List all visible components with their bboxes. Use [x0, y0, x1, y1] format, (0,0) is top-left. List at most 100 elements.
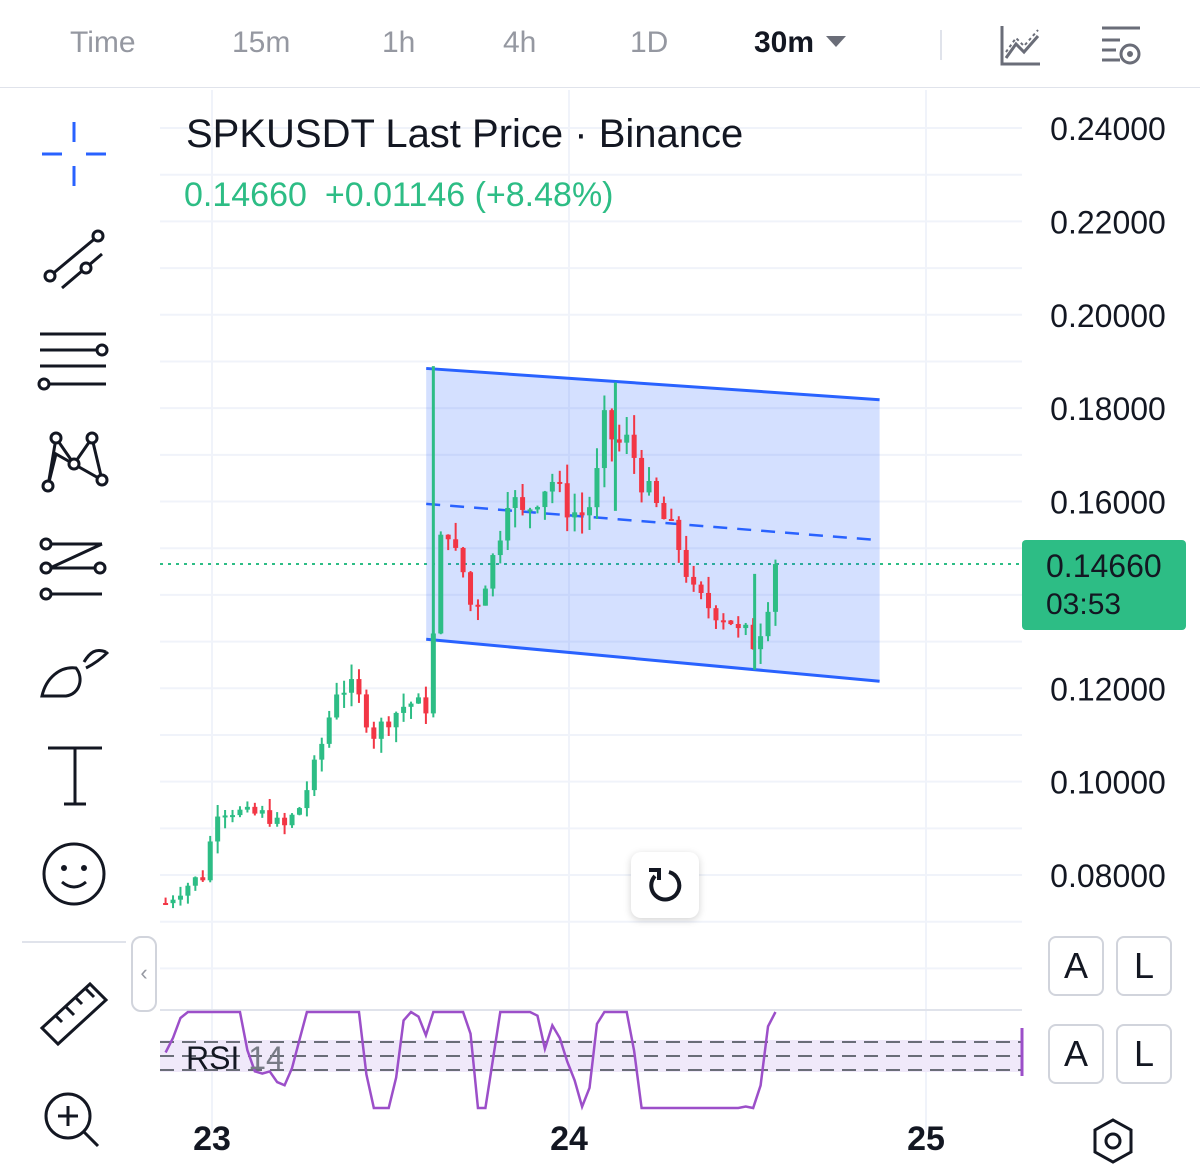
last-price-tag: 0.14660 03:53: [1022, 540, 1186, 630]
candle-body: [215, 816, 221, 842]
channel-upper-line: [426, 366, 880, 402]
time-axis-label: 25: [907, 1120, 945, 1158]
time-axis-label: 23: [193, 1120, 231, 1158]
timeframe-1d[interactable]: 1D: [630, 26, 669, 59]
reset-icon: [649, 868, 682, 902]
candle-body: [631, 434, 637, 458]
candle-body: [304, 790, 310, 809]
brush-icon[interactable]: [36, 638, 112, 714]
collapse-toolbar-button[interactable]: ‹: [131, 936, 157, 1012]
pattern-icon[interactable]: [36, 424, 112, 500]
candle-body: [378, 721, 384, 739]
candle-body: [572, 512, 578, 518]
price-tag-value: 0.14660: [1046, 548, 1162, 584]
horizontal-lines-icon[interactable]: [36, 322, 112, 398]
rsi-legend: RSI 14: [186, 1040, 284, 1077]
auto-scale-button[interactable]: A: [1048, 936, 1104, 996]
text-icon[interactable]: [36, 736, 112, 812]
candle-body: [475, 604, 481, 607]
last-price: 0.14660: [184, 176, 307, 214]
reset-chart-button[interactable]: [631, 852, 699, 918]
price-axis-label: 0.24000: [1050, 111, 1166, 147]
chart-grid: [160, 90, 1022, 1130]
drawing-toolbar: [0, 90, 150, 1176]
timeframe-15m[interactable]: 15m: [232, 26, 291, 59]
candle-body: [691, 576, 697, 585]
candle-body: [356, 679, 362, 695]
rsi-name: RSI: [186, 1040, 240, 1076]
chevron-down-icon: [826, 35, 847, 47]
parallel-channel[interactable]: [426, 366, 880, 683]
time-axis[interactable]: 23 24 25: [193, 1120, 945, 1158]
candle-body: [624, 434, 630, 443]
candle-body: [401, 706, 407, 713]
emoji-icon[interactable]: [36, 836, 112, 912]
candle-body: [207, 841, 213, 881]
candle-body: [676, 519, 682, 550]
candle-body: [177, 895, 183, 900]
timeframe-4h[interactable]: 4h: [503, 26, 537, 59]
candle-body: [512, 497, 518, 508]
candle-body: [668, 519, 674, 522]
candle-body: [587, 507, 593, 516]
trend-line-icon[interactable]: [36, 222, 112, 298]
candle-body: [542, 491, 548, 508]
price-axis-label: 0.18000: [1050, 391, 1166, 427]
timeframe-bar: Time 15m 1h 4h 1D 30m: [0, 0, 1200, 88]
candle-body: [527, 509, 533, 512]
candle-body: [371, 727, 377, 739]
rsi-pane: [160, 1010, 1024, 1111]
candle-body: [222, 815, 228, 818]
rsi-auto-scale-button[interactable]: A: [1048, 1024, 1104, 1084]
candle-body: [743, 624, 749, 629]
timeframe-time[interactable]: Time: [70, 26, 136, 59]
candle-body: [252, 806, 258, 814]
zoom-in-icon[interactable]: [36, 1080, 112, 1156]
candle-body: [683, 549, 689, 577]
crosshair-icon[interactable]: [36, 116, 112, 192]
toolbar-divider: [22, 941, 126, 943]
candle-body: [601, 410, 607, 469]
candle-body: [334, 694, 340, 718]
candle-body: [758, 636, 764, 650]
candle-body: [386, 721, 392, 728]
forecast-icon[interactable]: [36, 530, 112, 606]
chart-legend-values: 0.14660 +0.01146 (+8.48%): [184, 176, 614, 215]
chart-settings-icon[interactable]: [1098, 22, 1144, 68]
timeframe-30m-dropdown[interactable]: 30m: [754, 26, 847, 60]
settings-gear-icon[interactable]: [1088, 1116, 1138, 1166]
candle-body: [363, 694, 369, 728]
candle-body: [163, 903, 169, 906]
price-axis-label: 0.16000: [1050, 485, 1166, 521]
candle-body: [490, 555, 496, 589]
candle-countdown: 03:53: [1046, 588, 1122, 621]
candle-body: [497, 540, 503, 556]
candle-body: [274, 817, 280, 824]
candle-body: [408, 703, 414, 707]
chart-title: SPKUSDT Last Price · Binance: [186, 112, 744, 156]
candle-body: [259, 810, 265, 814]
log-scale-button[interactable]: L: [1116, 936, 1172, 996]
candle-body: [534, 507, 540, 510]
candle-body: [415, 697, 421, 704]
price-axis[interactable]: 0.24000 0.22000 0.20000 0.18000 0.16000 0.120…: [1050, 111, 1166, 894]
timeframe-1h[interactable]: 1h: [382, 26, 416, 59]
candle-body: [735, 624, 741, 629]
candle-body: [445, 534, 451, 540]
candle-body: [326, 717, 332, 744]
candle-body: [244, 806, 250, 810]
candle-body: [646, 480, 652, 493]
candle-body: [460, 547, 466, 573]
candle-body: [564, 483, 570, 518]
channel-fill: [426, 368, 880, 682]
candle-body: [393, 712, 399, 728]
candle-body: [706, 592, 712, 609]
candle-body: [296, 808, 302, 815]
price-change: +0.01146 (+8.48%): [324, 176, 614, 214]
candle-body: [267, 810, 273, 824]
rsi-log-scale-button[interactable]: L: [1116, 1024, 1172, 1084]
candles: [163, 366, 778, 909]
ruler-icon[interactable]: [36, 974, 112, 1050]
indicators-icon[interactable]: [998, 22, 1044, 68]
